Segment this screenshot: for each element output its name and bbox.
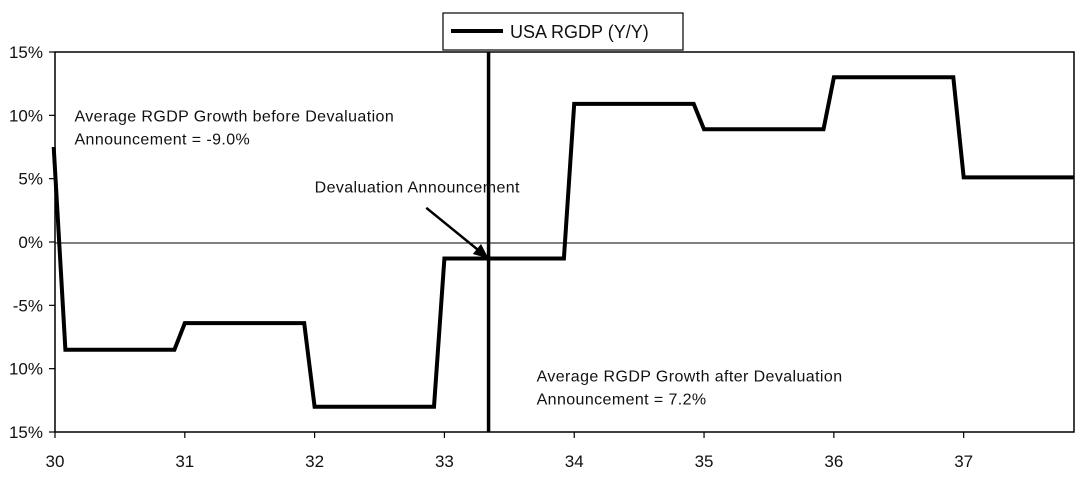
y-tick-label: 15% xyxy=(9,423,43,442)
y-tick-label: 10% xyxy=(9,360,43,379)
x-tick-label: 36 xyxy=(824,452,843,471)
legend-label: USA RGDP (Y/Y) xyxy=(510,22,649,42)
x-tick-label: 34 xyxy=(565,452,584,471)
annotation-layer: Average RGDP Growth before Devaluation An… xyxy=(74,109,842,409)
y-tick-label: 5% xyxy=(18,170,43,189)
x-tick-label: 30 xyxy=(46,452,65,471)
y-tick-label: 10% xyxy=(9,106,43,125)
y-tick-label: -5% xyxy=(13,296,43,315)
average-growth-annotation: Average RGDP Growth before Devaluation An… xyxy=(74,109,394,149)
annotation-line: Announcement = -9.0% xyxy=(74,132,250,149)
average-growth-annotation: Average RGDP Growth after Devaluation Ann… xyxy=(537,368,843,408)
annotation-line: Average RGDP Growth before Devaluation xyxy=(74,109,394,126)
x-tick-label: 37 xyxy=(954,452,973,471)
x-tick-label: 32 xyxy=(305,452,324,471)
x-axis: 30 31 32 33 34 35 36 37 xyxy=(46,432,973,471)
event-layer: Devaluation Announcement xyxy=(315,52,520,432)
announcement-arrow-head xyxy=(472,243,489,259)
series-layer xyxy=(51,75,1074,409)
y-tick-label: 0% xyxy=(18,233,43,252)
legend: USA RGDP (Y/Y) xyxy=(442,12,684,51)
devaluation-announcement-label: Devaluation Announcement xyxy=(315,180,520,197)
y-axis: 15% 10% 5% 0% -5% 10% 15% xyxy=(9,43,55,442)
annotation-line: Average RGDP Growth after Devaluation xyxy=(537,368,843,385)
x-tick-label: 35 xyxy=(695,452,714,471)
x-tick-label: 31 xyxy=(175,452,194,471)
y-tick-label: 15% xyxy=(9,43,43,62)
series-line-usa-rgdp xyxy=(51,75,1074,409)
x-tick-label: 33 xyxy=(435,452,454,471)
annotation-line: Announcement = 7.2% xyxy=(537,391,707,408)
